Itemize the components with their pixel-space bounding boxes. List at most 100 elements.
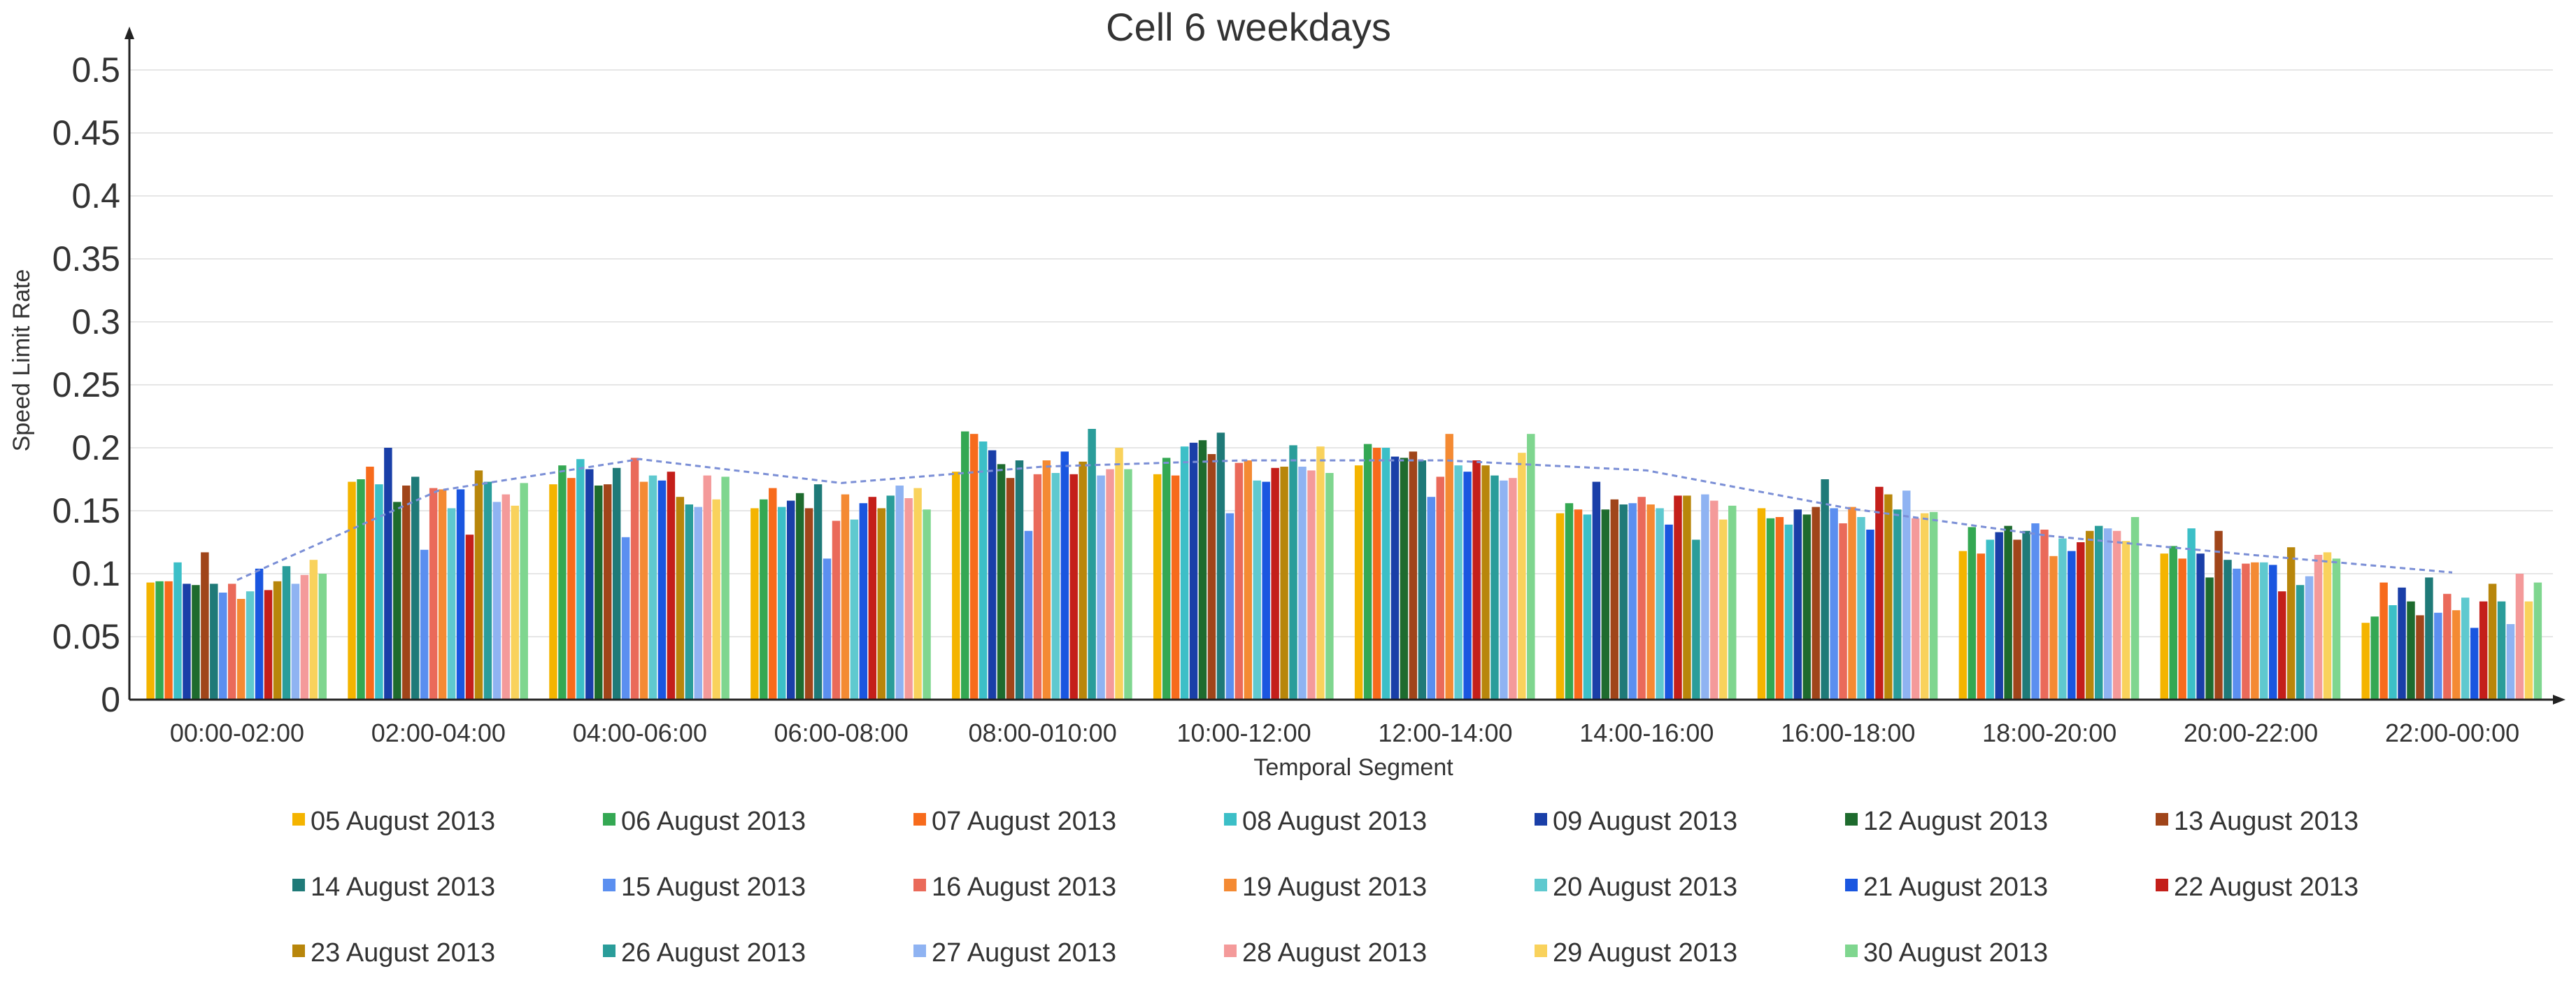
bar <box>1665 524 1673 700</box>
bar <box>1793 509 1802 700</box>
bar <box>2434 612 2442 700</box>
bar <box>1766 518 1775 700</box>
bar <box>823 558 832 700</box>
bar <box>1372 448 1381 700</box>
gridlines <box>129 69 2553 637</box>
bar <box>1298 467 1307 700</box>
x-tick-label: 06:00-08:00 <box>774 719 909 747</box>
legend-label: 27 August 2013 <box>932 938 1116 968</box>
bar <box>657 480 667 700</box>
bar <box>1180 446 1189 700</box>
bar <box>1757 508 1766 700</box>
bar <box>1325 473 1334 700</box>
bar <box>859 503 868 700</box>
bar <box>1069 474 1078 700</box>
bar <box>309 560 318 700</box>
bar <box>146 582 155 700</box>
bar <box>164 581 173 700</box>
bar <box>1592 481 1601 700</box>
bar <box>1015 460 1024 700</box>
bar <box>2223 560 2232 700</box>
legend-label: 26 August 2013 <box>621 938 806 968</box>
y-tick-label: 0 <box>101 680 120 719</box>
x-tick-label: 20:00-22:00 <box>2184 719 2318 747</box>
legend-label: 07 August 2013 <box>932 807 1116 836</box>
legend-label: 06 August 2013 <box>621 807 806 836</box>
legend: 05 August 2013 06 August 2013 07 August 20… <box>292 807 2358 968</box>
bar <box>2407 601 2415 700</box>
legend-swatch <box>1224 813 1237 826</box>
x-ticks: 00:00-02:00 02:00-04:00 04:00-06:00 06:00-0… <box>170 719 2519 747</box>
bar <box>1986 539 1994 700</box>
bar <box>2379 582 2388 700</box>
bar <box>1253 480 1261 700</box>
bar <box>1198 440 1207 700</box>
bar <box>366 467 374 700</box>
bar <box>1225 513 1234 700</box>
bar <box>1106 469 1114 700</box>
bar <box>2058 538 2067 700</box>
legend-swatch <box>1535 813 1547 826</box>
bar <box>1316 446 1325 700</box>
x-axis-label: Temporal Segment <box>1253 754 1453 781</box>
bar <box>639 481 648 700</box>
legend-label: 30 August 2013 <box>1863 938 2048 968</box>
x-tick-label: 12:00-14:00 <box>1378 719 1512 747</box>
bar <box>1628 503 1637 700</box>
bar <box>456 489 465 700</box>
bar <box>2479 601 2488 700</box>
bar <box>183 584 191 700</box>
bar <box>1920 513 1929 700</box>
bar <box>997 464 1006 700</box>
bar <box>420 549 429 700</box>
bar <box>721 476 730 700</box>
bar <box>2506 624 2515 700</box>
legend-swatch <box>1845 813 1858 826</box>
legend-label: 16 August 2013 <box>932 872 1116 902</box>
bar <box>219 593 227 700</box>
bar <box>630 458 639 700</box>
bar <box>1875 486 1884 700</box>
bar <box>155 581 164 700</box>
legend-swatch <box>2156 813 2168 826</box>
legend-label: 14 August 2013 <box>311 872 495 902</box>
bar <box>2296 585 2305 700</box>
bar <box>402 486 411 700</box>
legend-swatch <box>1845 879 1858 891</box>
bar <box>2361 623 2370 700</box>
x-tick-label: 18:00-20:00 <box>1982 719 2116 747</box>
legend-label: 23 August 2013 <box>311 938 495 968</box>
bar <box>2332 558 2341 700</box>
bar <box>1701 494 1709 700</box>
bar <box>969 434 979 700</box>
bar <box>2488 584 2497 700</box>
bar <box>769 488 777 700</box>
bar <box>474 470 483 700</box>
bar <box>841 494 850 700</box>
bar <box>1719 519 1728 700</box>
bar <box>2323 552 2332 700</box>
bar <box>585 469 594 700</box>
bar <box>255 568 264 700</box>
bar <box>2068 551 2076 700</box>
bar <box>1839 523 1847 700</box>
bar <box>2443 593 2452 700</box>
bar <box>1857 517 1865 700</box>
bar <box>1830 508 1838 700</box>
bar <box>2022 530 2030 700</box>
bar <box>1911 518 1920 700</box>
axes <box>124 27 2566 705</box>
bar <box>1481 465 1490 700</box>
bar <box>1637 497 1646 700</box>
bar <box>1307 470 1316 700</box>
x-tick-label: 08:00-010:00 <box>969 719 1117 747</box>
bar <box>1692 539 1700 700</box>
bar <box>1189 442 1198 700</box>
bar <box>979 441 988 700</box>
bar <box>1683 495 1691 700</box>
bar <box>1490 475 1499 700</box>
bar <box>886 495 895 700</box>
bar <box>511 505 519 700</box>
bar <box>1060 451 1069 700</box>
